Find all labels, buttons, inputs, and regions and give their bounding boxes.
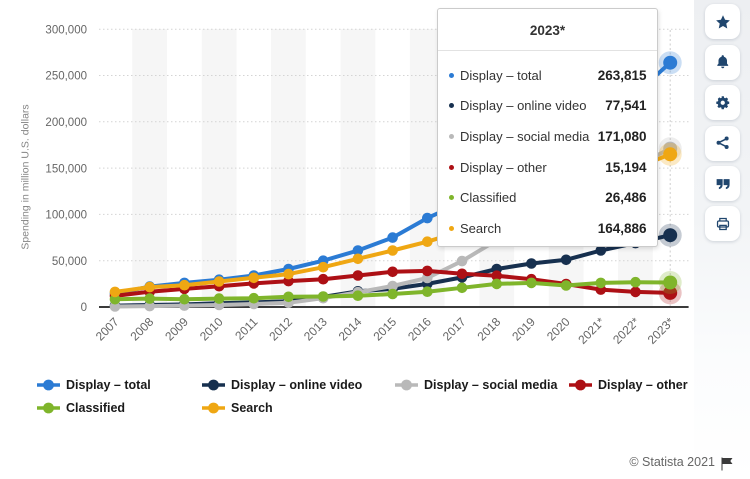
svg-text:2008: 2008 bbox=[128, 314, 157, 343]
svg-text:2009: 2009 bbox=[162, 314, 191, 343]
svg-text:200,000: 200,000 bbox=[45, 117, 87, 129]
svg-text:2018: 2018 bbox=[475, 314, 504, 343]
svg-text:2013: 2013 bbox=[301, 314, 330, 343]
svg-text:0: 0 bbox=[81, 302, 87, 314]
svg-text:2017: 2017 bbox=[440, 314, 469, 343]
svg-text:2023*: 2023* bbox=[645, 314, 677, 346]
svg-text:2020: 2020 bbox=[544, 314, 573, 343]
svg-text:300,000: 300,000 bbox=[45, 24, 87, 36]
svg-text:2016: 2016 bbox=[405, 314, 434, 343]
svg-text:2014: 2014 bbox=[336, 314, 365, 343]
svg-text:2007: 2007 bbox=[93, 314, 122, 343]
svg-text:2015: 2015 bbox=[370, 314, 399, 343]
svg-text:2021*: 2021* bbox=[575, 314, 607, 346]
svg-text:50,000: 50,000 bbox=[52, 256, 87, 268]
svg-text:2010: 2010 bbox=[197, 314, 226, 343]
svg-text:2012: 2012 bbox=[266, 314, 295, 343]
svg-text:100,000: 100,000 bbox=[45, 210, 87, 222]
svg-text:250,000: 250,000 bbox=[45, 71, 87, 83]
svg-text:150,000: 150,000 bbox=[45, 163, 87, 175]
svg-text:2011: 2011 bbox=[232, 314, 260, 342]
svg-text:Spending in million U.S. dolla: Spending in million U.S. dollars bbox=[20, 104, 32, 249]
svg-text:2022*: 2022* bbox=[610, 314, 642, 346]
svg-text:2019: 2019 bbox=[509, 314, 538, 343]
